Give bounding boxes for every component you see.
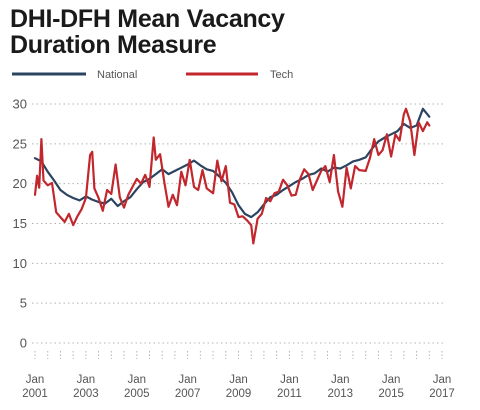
x-tick-label-month: Jan: [77, 374, 96, 386]
y-tick-label-20: 20: [13, 176, 27, 191]
chart-title-line-2: Duration Measure: [10, 31, 217, 59]
x-tick-label-year: 2015: [378, 388, 404, 400]
chart-title: DHI-DFH Mean Vacancy Duration Measure: [10, 6, 470, 58]
series-line-national: [33, 107, 431, 219]
x-tick-label-month: Jan: [280, 374, 299, 386]
x-tick-label-year: 2017: [429, 388, 455, 400]
x-tick-label-year: 2011: [277, 388, 302, 400]
legend-label-tech: Tech: [270, 69, 293, 81]
x-tick-label-year: 2013: [327, 388, 353, 400]
x-tick-label-month: Jan: [229, 374, 248, 386]
y-axis-ticks: 0 5 10 15 20 25 30: [13, 97, 27, 351]
y-tick-label-30: 30: [13, 97, 27, 112]
series-layer: [33, 107, 431, 245]
y-tick-label-0: 0: [20, 336, 27, 351]
x-tick-label-year: 2003: [73, 388, 99, 400]
x-tick-label-year: 2001: [22, 388, 48, 400]
y-tick-label-25: 25: [13, 136, 27, 151]
y-tick-label-15: 15: [13, 216, 27, 231]
series-line-tech: [33, 107, 431, 245]
legend-label-national: National: [97, 69, 137, 81]
x-tick-label-year: 2005: [124, 388, 150, 400]
x-axis: Jan 2001 Jan 2003 Jan 2005 Jan 2007 Jan 2009 Jan 20…: [22, 351, 455, 400]
y-tick-label-5: 5: [20, 296, 27, 311]
y-tick-label-10: 10: [13, 256, 27, 271]
x-tick-label-year: 2007: [175, 388, 201, 400]
x-tick-label-month: Jan: [382, 374, 401, 386]
x-tick-label-year: 2009: [226, 388, 252, 400]
x-tick-label-month: Jan: [26, 374, 45, 386]
x-tick-label-month: Jan: [433, 374, 452, 386]
gridlines: [32, 103, 445, 344]
chart-title-line-1: DHI-DFH Mean Vacancy: [10, 5, 285, 33]
x-tick-label-month: Jan: [178, 374, 197, 386]
legend: National Tech: [12, 69, 293, 81]
x-tick-label-month: Jan: [331, 374, 350, 386]
x-tick-label-month: Jan: [127, 374, 146, 386]
